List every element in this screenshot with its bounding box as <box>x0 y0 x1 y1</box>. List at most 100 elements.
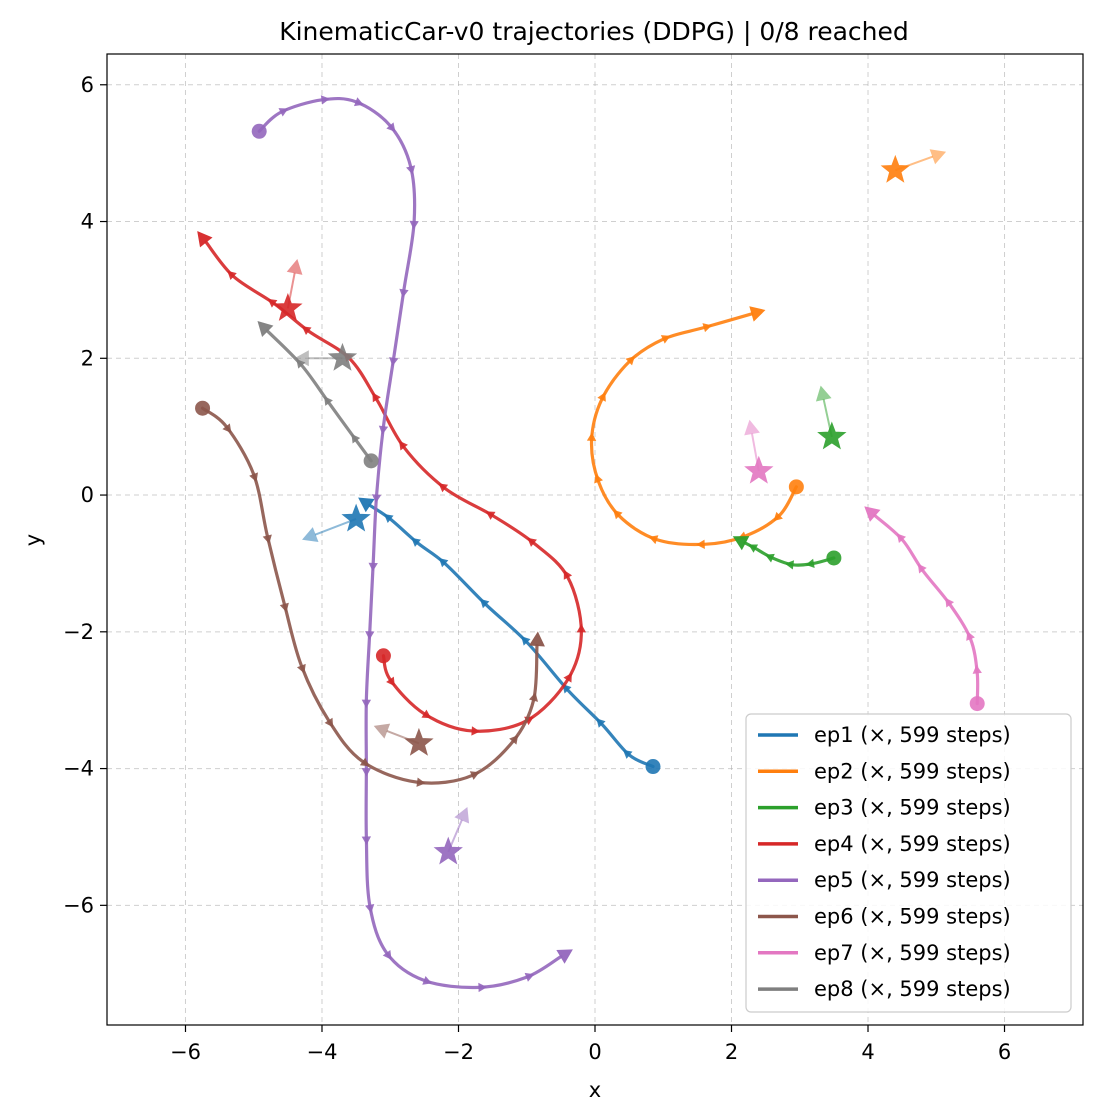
goal-star-marker <box>433 836 463 865</box>
y-tick-label: 0 <box>81 483 94 507</box>
direction-arrow <box>411 537 421 547</box>
direction-arrow <box>320 95 330 105</box>
direction-arrow <box>528 692 539 702</box>
goal-star-marker <box>341 503 371 532</box>
direction-arrow <box>613 509 623 520</box>
trajectory-line <box>257 96 563 990</box>
direction-arrow <box>361 768 372 777</box>
direction-arrow <box>563 570 573 580</box>
series-ep4 <box>197 231 587 736</box>
series-ep5 <box>251 95 573 993</box>
end-arrow <box>528 631 545 647</box>
direction-arrow <box>896 533 906 543</box>
direction-arrow <box>386 122 396 132</box>
start-marker <box>645 759 661 775</box>
end-arrow <box>358 497 375 513</box>
direction-arrow <box>622 749 633 759</box>
direction-arrow <box>301 326 312 336</box>
direction-arrow <box>279 602 289 613</box>
direction-arrow <box>382 950 392 960</box>
direction-arrow <box>563 672 572 683</box>
end-arrow <box>749 306 766 322</box>
direction-arrow <box>409 220 419 230</box>
direction-arrow <box>524 972 535 982</box>
direction-arrow <box>262 534 272 544</box>
end-arrow <box>197 231 213 248</box>
legend-entry-label: ep3 (×, 599 steps) <box>814 796 1011 820</box>
direction-arrow <box>378 425 389 435</box>
goal-star-marker <box>880 154 910 183</box>
direction-arrow <box>625 356 635 366</box>
start-marker <box>969 696 985 712</box>
x-axis-label: x <box>589 1078 601 1102</box>
series-ep7 <box>744 419 985 712</box>
direction-arrow <box>249 472 258 483</box>
direction-arrow <box>386 676 395 687</box>
legend-entry-label: ep5 (×, 599 steps) <box>814 868 1011 892</box>
direction-arrow <box>805 558 815 568</box>
goal-star-marker <box>817 421 847 450</box>
chart-title: KinematicCar-v0 trajectories (DDPG) | 0/… <box>279 17 909 46</box>
goal-heading-arrow <box>929 149 947 165</box>
x-tick-label: 4 <box>861 1040 874 1064</box>
direction-arrow <box>438 483 449 493</box>
direction-arrow <box>576 623 587 633</box>
x-tick-label: 6 <box>998 1040 1011 1064</box>
direction-arrow <box>361 699 372 709</box>
direction-arrow <box>438 558 449 568</box>
direction-arrow <box>361 836 372 845</box>
direction-arrow <box>371 494 382 504</box>
legend-entry-label: ep7 (×, 599 steps) <box>814 941 1011 965</box>
direction-arrow <box>660 335 671 344</box>
direction-arrow <box>521 636 531 646</box>
goal-heading-arrow <box>454 806 470 824</box>
y-axis-label: y <box>21 534 45 546</box>
y-tick-label: −4 <box>63 757 94 781</box>
direction-arrow <box>648 535 659 545</box>
start-marker <box>363 453 379 469</box>
legend-box <box>745 713 1072 1013</box>
series-ep6 <box>195 400 545 787</box>
direction-arrow <box>278 108 289 117</box>
direction-arrow <box>365 904 375 914</box>
start-marker <box>826 550 842 566</box>
start-marker <box>375 648 391 664</box>
end-arrow <box>257 321 274 337</box>
direction-arrow <box>485 511 496 520</box>
series-ep3 <box>732 385 847 570</box>
direction-arrow <box>406 165 416 175</box>
trajectory-line <box>368 503 655 769</box>
goal-heading-arrow <box>302 527 319 542</box>
x-tick-label: −2 <box>443 1040 474 1064</box>
goal-heading-line <box>314 518 357 536</box>
direction-arrow <box>351 433 361 444</box>
direction-arrow <box>773 511 783 522</box>
direction-arrow <box>324 396 333 406</box>
direction-arrow <box>597 392 606 402</box>
direction-arrow <box>324 717 334 728</box>
direction-arrow <box>596 718 606 728</box>
start-marker <box>195 400 211 416</box>
series-ep2 <box>586 149 947 549</box>
direction-arrow <box>368 562 378 572</box>
direction-arrow <box>359 757 370 767</box>
direction-arrow <box>227 270 237 281</box>
direction-arrow <box>389 357 399 367</box>
direction-arrow <box>416 777 426 787</box>
legend-entry-label: ep1 (×, 599 steps) <box>814 723 1011 747</box>
series-ep8 <box>257 321 379 469</box>
goal-heading-arrow <box>294 350 309 367</box>
y-tick-label: 4 <box>81 210 94 234</box>
legend-entry-label: ep2 (×, 599 steps) <box>814 759 1011 783</box>
axis-ticks: −6 −4 −2 0 2 4 6 −6 −4 −2 0 2 4 6 <box>63 73 1011 1064</box>
direction-arrow <box>383 514 394 523</box>
y-tick-label: 6 <box>81 73 94 97</box>
direction-arrow <box>966 631 975 641</box>
direction-arrow <box>471 726 481 736</box>
start-marker <box>251 123 267 139</box>
goal-heading-arrow <box>815 385 832 402</box>
grid <box>107 54 1083 1025</box>
direction-arrow <box>696 539 705 549</box>
direction-arrow <box>945 597 955 608</box>
direction-arrow <box>765 553 775 563</box>
